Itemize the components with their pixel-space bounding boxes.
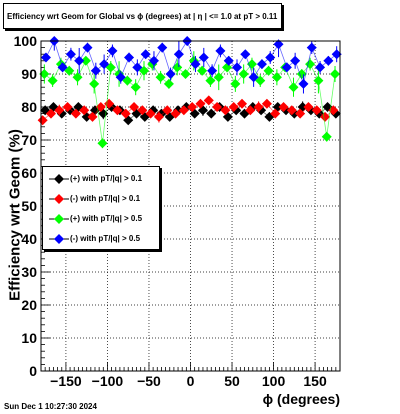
series-link [326,73,336,137]
legend-marker-icon [49,214,69,224]
legend-label: (+) with pT/|q| > 0.5 [70,214,143,223]
series-link [53,40,63,68]
series-link [102,67,112,144]
data-point [323,55,334,66]
legend-label: (+) with pT/|q| > 0.1 [70,174,143,183]
legend-entry: (+) with pT/|q| > 0.1 [43,169,159,189]
data-point [148,55,159,66]
legend-marker-icon [49,234,69,244]
plot-frame [40,40,341,372]
data-point [99,59,110,70]
series-link [93,83,103,144]
legend-entry: (+) with pT/|q| > 0.5 [43,209,159,229]
x-axis-label: ϕ (degrees) [262,391,340,407]
series-link [85,60,95,85]
y-tick-label: 0 [29,363,37,379]
x-tick-label: 0 [187,373,195,389]
x-tick-label: 150 [303,373,327,389]
series-link [303,47,313,84]
legend-entry: (-) with pT/|q| > 0.1 [43,189,159,209]
y-tick-label: 60 [21,165,37,181]
x-tick-label: −50 [137,373,161,389]
y-tick-label: 20 [21,297,37,313]
series-link [244,54,254,78]
legend-entry: (-) with pT/|q| > 0.5 [43,229,159,249]
y-tick-label: 50 [21,198,37,214]
series-link [87,47,97,71]
series-link [294,60,304,85]
y-tick-label: 30 [21,264,37,280]
data-point [330,69,341,79]
series-link [112,50,122,78]
legend-marker-icon [49,174,69,184]
datestamp: Sun Dec 1 10:27:30 2024 [4,402,97,411]
x-tick-label: −150 [50,373,82,389]
x-tick-label: −100 [92,373,124,389]
y-tick-label: 70 [21,132,37,148]
series-link [186,40,196,65]
data-point [74,55,85,66]
y-tick-label: 100 [14,33,38,49]
y-axis-label: Efficiency wrt Geom (%) [6,129,24,301]
series-link [161,47,171,75]
y-tick-label: 10 [21,330,37,346]
legend-label: (-) with pT/|q| > 0.1 [70,194,141,203]
series-link [318,80,328,137]
chart-title: Efficiency wrt Geom for Global vs ϕ (deg… [3,3,282,29]
y-tick-label: 80 [21,99,37,115]
legend-marker-icon [49,194,69,204]
y-tick-label: 90 [21,66,37,82]
series-link [278,44,288,68]
x-tick-label: 100 [262,373,286,389]
y-tick-label: 40 [21,231,37,247]
legend-label: (-) with pT/|q| > 0.5 [70,234,141,243]
x-tick-label: 50 [224,373,240,389]
data-point [331,49,342,60]
legend: (+) with pT/|q| > 0.1 (-) with pT/|q| > … [42,166,160,250]
data-point [120,108,131,119]
